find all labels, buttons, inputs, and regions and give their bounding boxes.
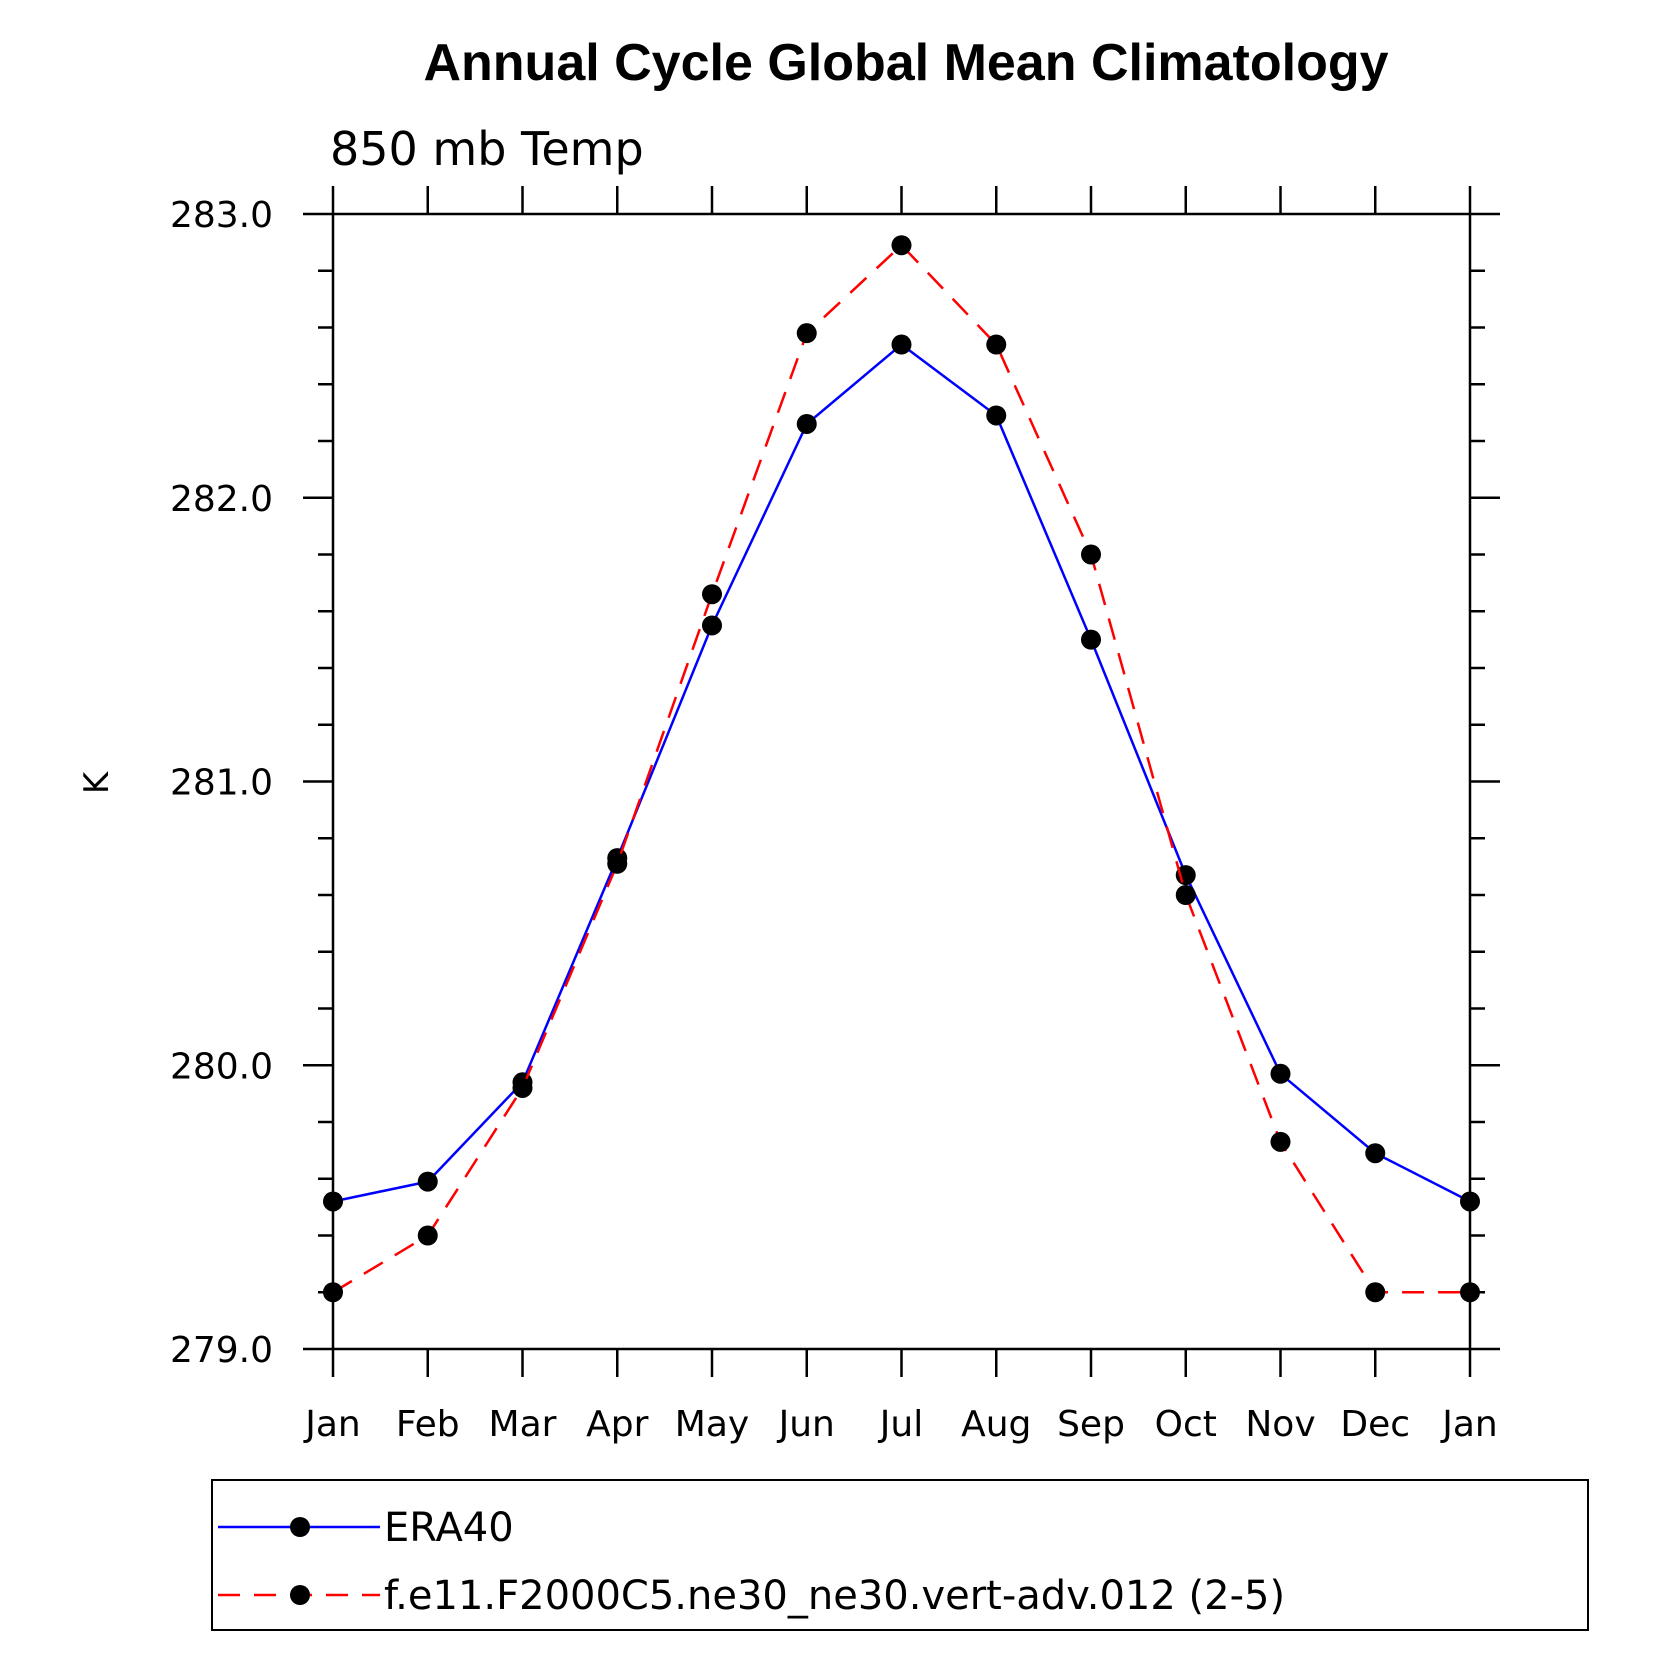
data-point: [1460, 1191, 1480, 1212]
data-point: [986, 334, 1007, 355]
legend-box: [211, 1479, 1589, 1631]
x-tick-label: Sep: [1057, 1404, 1125, 1445]
series-line: [332, 243, 1470, 1294]
x-tick-label: Jul: [878, 1404, 923, 1445]
data-point: [796, 323, 817, 344]
series-layer: [323, 235, 1480, 1303]
x-tick-label: Oct: [1155, 1404, 1217, 1445]
data-point: [1081, 544, 1101, 565]
data-point: [891, 235, 912, 256]
data-point: [1365, 1143, 1386, 1164]
data-point: [1081, 629, 1101, 650]
chart-subtitle: 850 mb Temp: [330, 122, 644, 176]
y-axis-ticks: 279.0 280.0 281.0 282.0 283.0: [170, 195, 1500, 1371]
series-1: [323, 334, 1480, 1212]
y-tick-label: 280.0: [170, 1046, 273, 1087]
data-point: [891, 334, 912, 355]
x-tick-label: Jun: [777, 1404, 835, 1445]
data-point: [1270, 1131, 1291, 1152]
x-tick-label: Apr: [586, 1404, 648, 1445]
data-point: [1175, 885, 1196, 905]
y-tick-label: 279.0: [170, 1330, 273, 1371]
data-point: [1460, 1282, 1480, 1303]
x-tick-label: Dec: [1340, 1404, 1410, 1445]
x-tick-label: Aug: [961, 1404, 1031, 1445]
data-point: [323, 1282, 343, 1303]
data-point: [417, 1171, 438, 1192]
data-point: [512, 1077, 533, 1098]
y-tick-label: 283.0: [170, 195, 273, 236]
data-point: [1365, 1282, 1386, 1303]
legend: ERA40 f.e11.F2000C5.ne30_ne30.vert-adv.01…: [211, 1479, 1589, 1631]
data-point: [702, 584, 722, 605]
data-point: [796, 413, 817, 434]
data-point: [607, 853, 628, 874]
data-point: [323, 1191, 343, 1212]
x-axis-ticks: Jan Feb Mar Apr May Jun Jul Aug Sep Oct Nov Dec Jan: [303, 186, 1498, 1445]
x-tick-label: Mar: [489, 1404, 557, 1445]
data-point: [1270, 1063, 1291, 1084]
legend-label: f.e11.F2000C5.ne30_ne30.vert-adv.012 (2-…: [384, 1573, 1285, 1619]
series-line: [332, 343, 1471, 1203]
chart-title: Annual Cycle Global Mean Climatology: [423, 34, 1388, 92]
x-tick-label: May: [675, 1404, 749, 1445]
y-tick-label: 281.0: [170, 763, 273, 804]
x-tick-label: Nov: [1245, 1404, 1315, 1445]
y-tick-label: 282.0: [170, 479, 273, 520]
legend-marker: [290, 1517, 310, 1537]
legend-marker: [290, 1585, 310, 1605]
x-tick-label: Jan: [1440, 1404, 1498, 1445]
plot-axes: [331, 212, 1472, 1351]
data-point: [702, 615, 722, 636]
data-point: [986, 405, 1007, 426]
series-2: [323, 235, 1480, 1303]
plot-frame: [331, 212, 1472, 1351]
x-tick-label: Feb: [396, 1404, 460, 1445]
x-tick-label: Jan: [303, 1404, 361, 1445]
legend-label: ERA40: [384, 1505, 514, 1551]
data-point: [417, 1225, 438, 1246]
y-axis-label: K: [77, 770, 117, 794]
